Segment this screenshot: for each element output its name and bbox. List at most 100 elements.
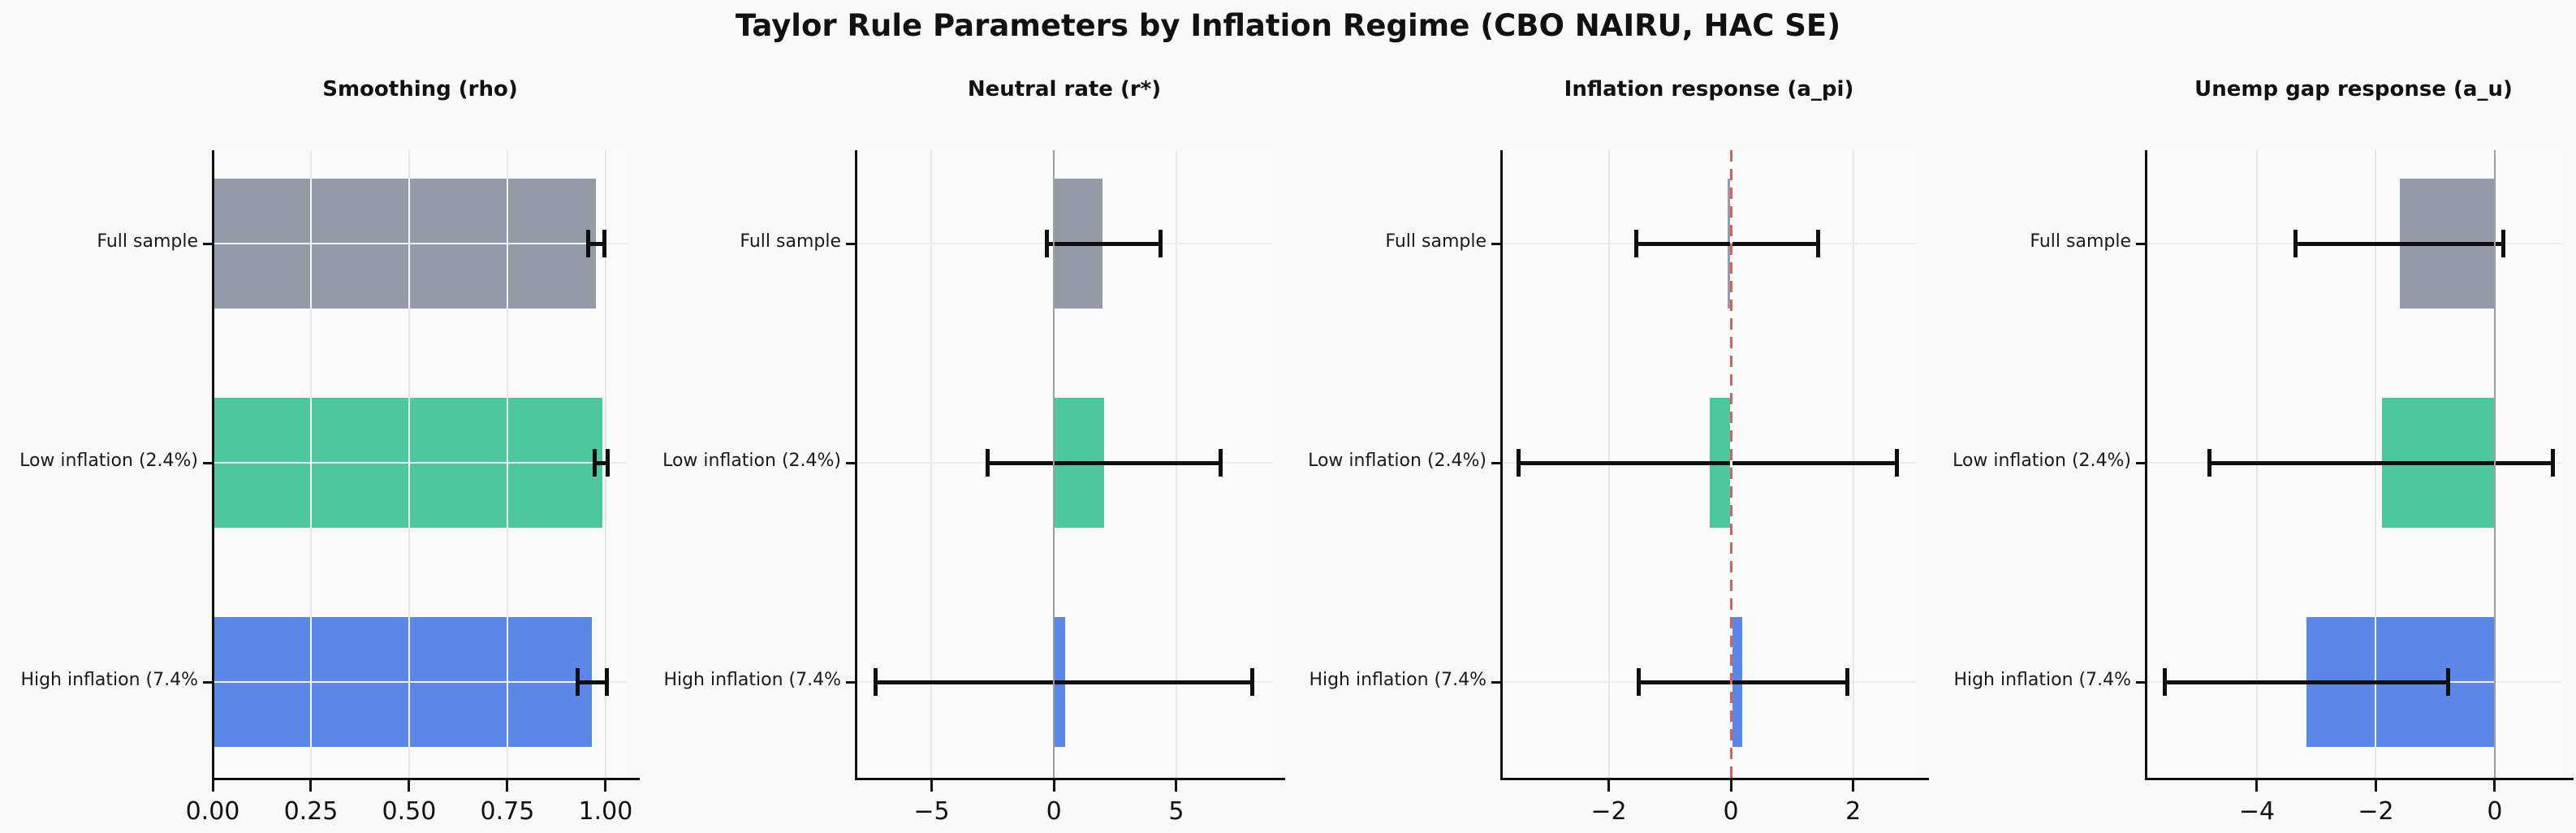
x-tick: [211, 780, 214, 792]
y-tick-label: High inflation (7.4%: [20, 670, 198, 690]
error-bar: [577, 680, 607, 684]
error-bar-cap: [1894, 449, 1899, 477]
x-tick: [1729, 780, 1732, 792]
x-tick: [2493, 780, 2496, 792]
x-tick-label: −5: [913, 797, 950, 826]
y-tick-label: Full sample: [740, 231, 841, 252]
error-bar: [1046, 241, 1161, 246]
x-tick-label: 0.50: [382, 797, 437, 826]
x-tick: [930, 780, 933, 792]
error-bar-cap: [1044, 230, 1049, 257]
x-axis: [2145, 778, 2574, 780]
y-tick-label: Low inflation (2.4%): [662, 451, 841, 471]
subplot-1: [856, 150, 1273, 778]
y-tick-label: High inflation (7.4%: [1953, 670, 2131, 690]
error-bar-cap: [593, 449, 598, 477]
x-tick: [1052, 780, 1055, 792]
x-tick-label: 0.25: [283, 797, 339, 826]
y-tick-label: High inflation (7.4%: [663, 670, 841, 690]
subplot-title: Neutral rate (r*): [967, 77, 1162, 101]
error-bar: [875, 680, 1253, 684]
error-bar-cap: [602, 230, 607, 257]
reference-line: [1729, 150, 1732, 778]
grid-line-overlay: [213, 243, 596, 244]
error-bar-cap: [1517, 449, 1521, 477]
y-tick: [2136, 242, 2146, 245]
x-tick: [604, 780, 607, 792]
y-tick-label: Low inflation (2.4%): [19, 451, 198, 471]
x-tick: [1852, 780, 1855, 792]
error-bar-cap: [1158, 230, 1163, 257]
subplot-title: Inflation response (a_pi): [1564, 77, 1854, 101]
y-axis: [855, 150, 857, 780]
error-bar-cap: [1845, 668, 1849, 696]
error-bar-cap: [2293, 230, 2298, 257]
error-bar: [594, 460, 608, 465]
x-tick-label: −2: [1590, 797, 1627, 826]
y-tick: [203, 680, 213, 684]
error-bar-cap: [606, 449, 611, 477]
error-bar-cap: [1218, 449, 1223, 477]
x-tick-label: 0: [1723, 797, 1739, 826]
x-tick: [1175, 780, 1178, 792]
error-bar-cap: [604, 668, 609, 696]
error-bar: [2164, 680, 2449, 684]
y-tick: [2136, 680, 2146, 684]
y-tick: [203, 461, 213, 464]
y-tick-label: Full sample: [2030, 231, 2131, 252]
zero-line: [2493, 150, 2496, 778]
subplot-title: Unemp gap response (a_u): [2194, 77, 2513, 101]
x-tick-label: 0: [1046, 797, 1062, 826]
grid-line-overlay: [213, 462, 603, 464]
bar: [213, 179, 596, 309]
figure-title: Taylor Rule Parameters by Inflation Regi…: [735, 8, 1841, 43]
bar: [213, 398, 603, 528]
subplot-2: [1501, 150, 1917, 778]
x-axis: [212, 778, 640, 780]
error-bar-cap: [575, 668, 580, 696]
error-bar: [1518, 460, 1897, 465]
y-tick: [846, 461, 856, 464]
error-bar: [987, 460, 1221, 465]
error-bar-cap: [2445, 668, 2450, 696]
x-tick: [506, 780, 509, 792]
y-axis: [1500, 150, 1503, 780]
error-bar-cap: [1815, 230, 1820, 257]
y-axis: [212, 150, 214, 780]
x-tick: [309, 780, 313, 792]
y-tick-label: High inflation (7.4%: [1309, 670, 1486, 690]
y-tick-label: Full sample: [1385, 231, 1486, 252]
error-bar: [1638, 680, 1848, 684]
x-tick: [1607, 780, 1611, 792]
error-bar-cap: [1633, 230, 1638, 257]
x-tick-label: 5: [1168, 797, 1184, 826]
y-tick-label: Low inflation (2.4%): [1308, 451, 1486, 471]
x-tick-label: 0: [2487, 797, 2503, 826]
y-tick: [203, 242, 213, 245]
x-tick-label: −4: [2238, 797, 2276, 826]
error-bar: [2209, 460, 2552, 465]
y-tick: [846, 680, 856, 684]
x-tick-label: −2: [2358, 797, 2394, 826]
x-tick-label: 2: [1845, 797, 1862, 826]
error-bar: [588, 241, 605, 246]
y-tick-label: Full sample: [97, 231, 198, 252]
y-tick: [1491, 242, 1501, 245]
error-bar-cap: [585, 230, 590, 257]
error-bar: [1636, 241, 1818, 246]
y-tick: [846, 242, 856, 245]
grid-line-overlay: [213, 681, 592, 683]
x-tick: [408, 780, 411, 792]
subplot-0: [212, 150, 628, 778]
x-tick-label: 0.75: [480, 797, 535, 826]
x-axis: [1500, 778, 1929, 780]
error-bar: [2295, 241, 2504, 246]
error-bar-cap: [2207, 449, 2211, 477]
x-tick: [2374, 780, 2377, 792]
error-bar-cap: [2162, 668, 2167, 696]
subplot-3: [2146, 150, 2561, 778]
error-bar-cap: [1636, 668, 1641, 696]
error-bar-cap: [2500, 230, 2505, 257]
subplot-title: Smoothing (rho): [322, 77, 518, 101]
